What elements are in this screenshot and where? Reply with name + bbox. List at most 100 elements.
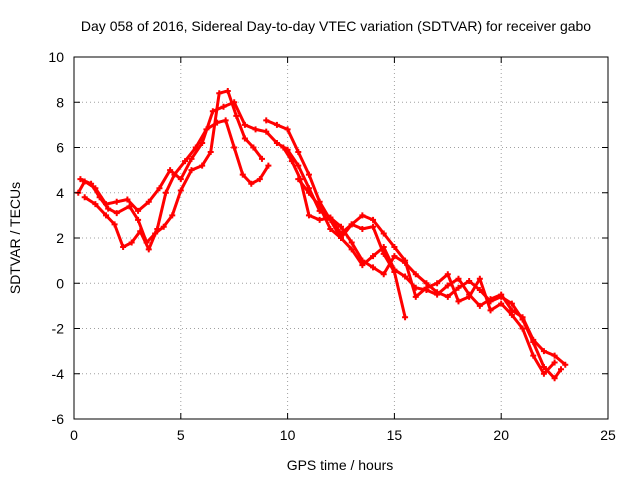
data-point — [391, 253, 398, 260]
data-point — [135, 207, 142, 214]
data-point — [444, 282, 451, 289]
data-point — [359, 257, 366, 264]
data-point — [169, 212, 176, 219]
series-line-track-3 — [83, 118, 270, 251]
data-point — [476, 275, 483, 282]
data-point — [160, 223, 167, 230]
series-line-track-2 — [78, 89, 264, 244]
series-line-track-5 — [281, 146, 563, 380]
data-point — [145, 246, 152, 253]
data-point — [423, 284, 430, 291]
data-point — [145, 198, 152, 205]
data-point — [455, 298, 462, 305]
series-line-track-6 — [296, 177, 557, 376]
y-axis-label: SDTVAR / TECUs — [7, 182, 23, 294]
data-point — [455, 284, 462, 291]
data-point — [177, 176, 184, 183]
data-point — [252, 126, 259, 133]
y-axis-ticks: -6 -4 -2 0 2 4 6 8 10 — [48, 49, 608, 427]
data-point — [551, 352, 558, 359]
data-point — [256, 176, 263, 183]
data-point — [348, 221, 355, 228]
data-point — [498, 300, 505, 307]
data-point — [370, 253, 377, 260]
data-point — [92, 201, 99, 208]
data-point — [222, 117, 229, 124]
data-point — [316, 203, 323, 210]
y-tick-label: 4 — [56, 185, 64, 201]
data-point — [263, 128, 270, 135]
data-point — [444, 271, 451, 278]
data-point — [188, 155, 195, 162]
data-point — [103, 212, 110, 219]
y-tick-label: 6 — [56, 140, 64, 156]
data-point — [327, 214, 334, 221]
data-point — [466, 293, 473, 300]
data-point — [338, 223, 344, 230]
y-tick-label: -4 — [52, 366, 65, 382]
data-point — [167, 167, 174, 174]
data-point — [338, 235, 344, 241]
data-point — [380, 271, 387, 278]
data-point — [263, 117, 270, 124]
data-point — [124, 196, 131, 203]
data-point — [558, 366, 565, 373]
data-point — [220, 103, 227, 110]
data-point — [203, 126, 210, 133]
x-tick-label: 0 — [70, 427, 78, 443]
data-point — [273, 121, 280, 128]
x-tick-label: 20 — [493, 427, 509, 443]
data-point — [137, 228, 144, 235]
data-point — [77, 176, 84, 183]
data-point — [128, 239, 135, 246]
data-point — [519, 316, 526, 323]
data-point — [273, 139, 280, 146]
data-point — [156, 185, 163, 192]
data-point — [551, 359, 558, 366]
data-point — [88, 180, 95, 187]
data-point — [239, 171, 246, 178]
data-point — [476, 302, 483, 309]
data-point — [207, 149, 214, 156]
data-point — [370, 264, 377, 271]
data-point — [455, 275, 462, 282]
chart-title: Day 058 of 2016, Sidereal Day-to-day VTE… — [81, 18, 591, 34]
data-point — [162, 189, 169, 196]
data-point — [391, 266, 398, 273]
data-point — [348, 239, 355, 246]
data-point — [508, 311, 515, 318]
x-tick-label: 15 — [387, 427, 403, 443]
data-point — [359, 225, 366, 232]
x-tick-label: 25 — [600, 427, 616, 443]
data-point — [402, 273, 409, 280]
data-point — [111, 221, 118, 228]
x-axis-label: GPS time / hours — [287, 457, 394, 473]
data-point — [209, 108, 216, 115]
data-point — [434, 289, 441, 296]
y-tick-label: 2 — [56, 230, 64, 246]
data-point — [370, 223, 377, 230]
data-point — [188, 167, 195, 174]
data-point — [562, 361, 569, 368]
data-point — [380, 244, 387, 251]
data-point — [508, 300, 515, 307]
data-point — [113, 198, 120, 205]
data-point — [280, 144, 287, 151]
data-point — [113, 210, 120, 217]
data-point — [250, 144, 257, 151]
data-point — [216, 90, 223, 97]
data-point — [391, 244, 398, 251]
data-point — [241, 121, 248, 128]
data-point — [105, 205, 112, 212]
data-point — [295, 149, 302, 156]
y-tick-label: 0 — [56, 275, 64, 291]
data-point — [305, 189, 312, 196]
data-point — [192, 144, 199, 151]
data-point — [519, 325, 526, 332]
data-point — [154, 225, 161, 232]
data-point — [305, 171, 312, 178]
data-point — [295, 176, 302, 183]
x-tick-label: 10 — [280, 427, 296, 443]
data-point — [241, 135, 248, 142]
